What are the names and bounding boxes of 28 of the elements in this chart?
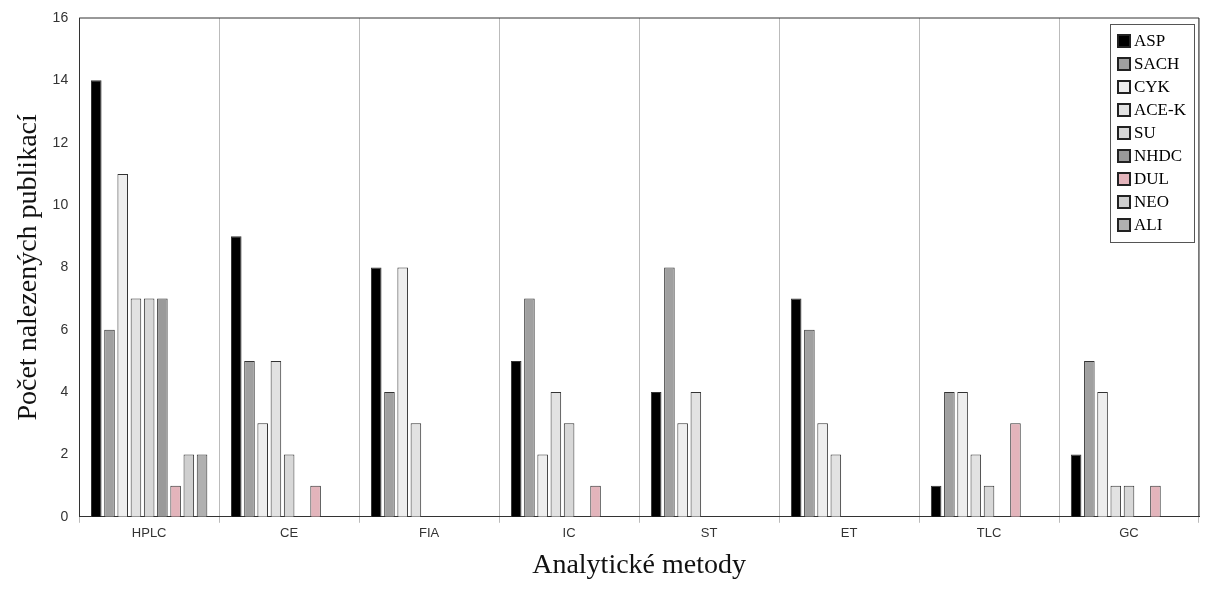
y-tick-label: 8 — [60, 258, 69, 275]
legend-label: NHDC — [1134, 145, 1183, 166]
y-tick-label: 2 — [60, 445, 69, 462]
legend-label: CYK — [1134, 76, 1170, 97]
x-axis-title: Analytické metody — [532, 547, 746, 579]
legend-label: ASP — [1134, 30, 1166, 51]
x-tick-label: ET — [840, 525, 858, 541]
y-tick-label: 12 — [52, 133, 69, 150]
legend-label: ACE-K — [1134, 99, 1186, 120]
y-tick-label: 14 — [52, 71, 69, 88]
legend-label: DUL — [1134, 168, 1169, 189]
x-tick-label: HPLC — [131, 525, 167, 541]
legend-label: NEO — [1134, 191, 1169, 212]
y-axis-title: Počet nalezených publikací — [11, 114, 43, 421]
y-tick-label: 10 — [52, 195, 69, 212]
x-tick-label: FIA — [419, 525, 440, 541]
legend-label: SACH — [1134, 53, 1180, 74]
x-tick-label: ST — [700, 525, 718, 541]
y-tick-label: 4 — [60, 382, 69, 399]
legend-label: ALI — [1134, 214, 1163, 235]
x-tick-label: CE — [280, 525, 299, 541]
x-tick-label: TLC — [976, 525, 1002, 541]
x-tick-label: IC — [562, 525, 576, 541]
y-tick-label: 0 — [60, 507, 69, 524]
y-tick-label: 16 — [52, 8, 69, 25]
y-tick-label: 6 — [60, 320, 69, 337]
legend-label: SU — [1134, 122, 1156, 143]
x-tick-label: GC — [1119, 525, 1139, 541]
